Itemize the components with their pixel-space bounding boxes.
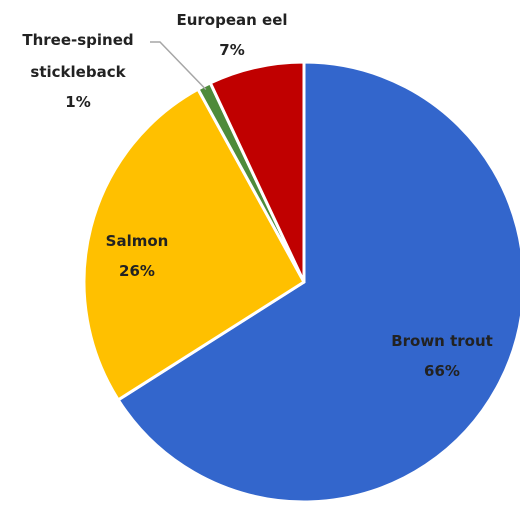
pie-slice-brown-trout bbox=[116, 60, 520, 504]
slice-label-brown-trout: Brown trout bbox=[391, 332, 493, 350]
slice-value-salmon: 26% bbox=[119, 262, 155, 280]
slice-value-stickleback: 1% bbox=[65, 93, 90, 111]
leader-line-stickleback bbox=[150, 41, 207, 91]
slice-value-european-eel: 7% bbox=[219, 41, 244, 59]
slice-label-stickleback-line1: Three-spined bbox=[22, 31, 133, 49]
slice-label-stickleback-line2: stickleback bbox=[30, 63, 126, 81]
pie-slice-european-eel bbox=[208, 60, 306, 284]
pie-slices bbox=[82, 60, 520, 504]
slice-label-european-eel: European eel bbox=[176, 11, 287, 29]
pie-slice-salmon bbox=[82, 87, 306, 402]
slice-label-salmon: Salmon bbox=[106, 232, 169, 250]
leader-lines bbox=[150, 41, 207, 91]
slice-value-brown-trout: 66% bbox=[424, 362, 460, 380]
